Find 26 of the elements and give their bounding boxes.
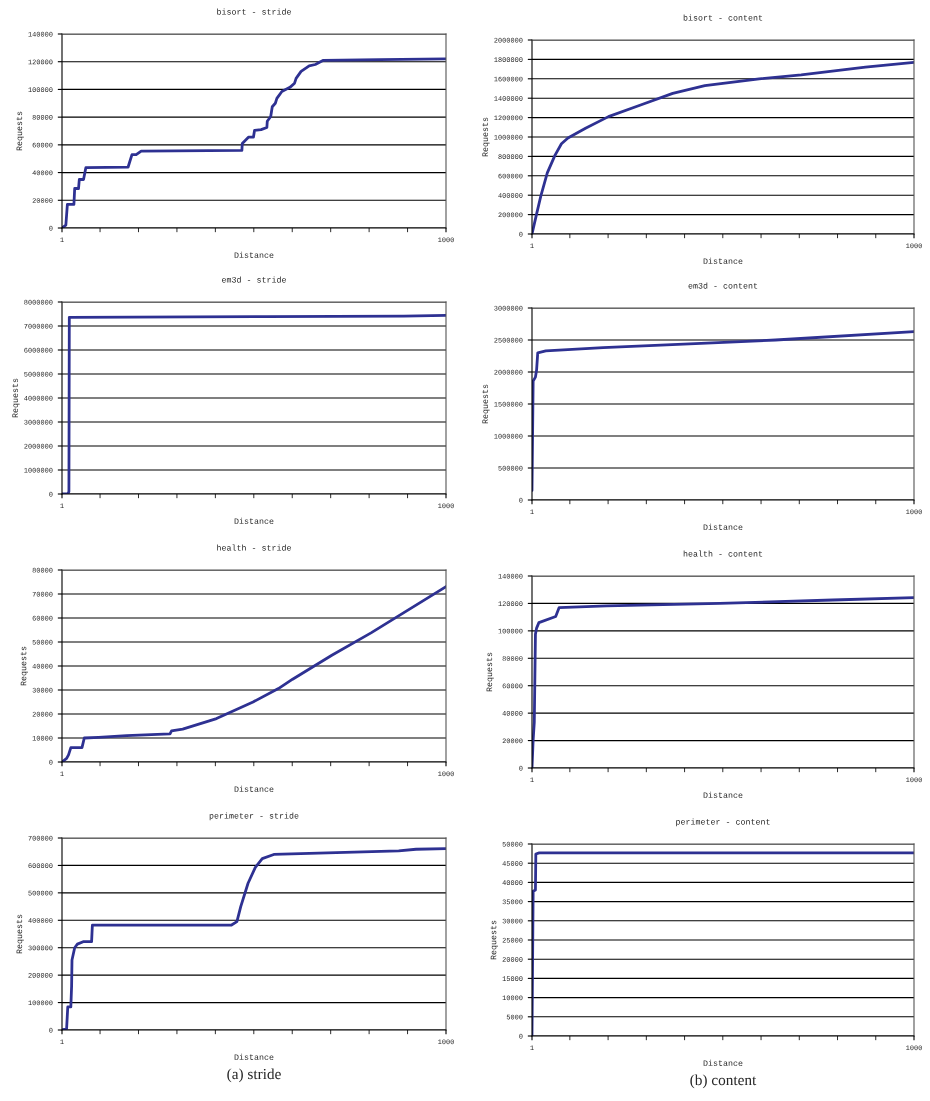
y-axis-title: Requests bbox=[12, 378, 20, 418]
x-axis-title: Distance bbox=[234, 785, 274, 792]
x-axis-title: Distance bbox=[703, 257, 743, 264]
chart-title: bisort - stride bbox=[217, 8, 291, 15]
chart-title: em3d - stride bbox=[222, 276, 286, 283]
y-axis-title: Requests bbox=[20, 646, 28, 686]
y-axis-title: Requests bbox=[16, 111, 24, 151]
chart-title: em3d - content bbox=[688, 282, 758, 289]
chart-title: bisort - content bbox=[683, 14, 763, 21]
y-axis-title: Requests bbox=[482, 384, 490, 424]
x-axis-title: Distance bbox=[703, 791, 743, 798]
x-axis-title: Distance bbox=[234, 517, 274, 524]
text: (b) content bbox=[690, 1074, 757, 1089]
chart-title: health - content bbox=[683, 550, 763, 557]
x-axis-title: Distance bbox=[234, 251, 274, 258]
chart-title: perimeter - content bbox=[676, 818, 770, 827]
y-axis-title: Requests bbox=[16, 914, 24, 954]
chart-title: perimeter - stride bbox=[209, 812, 299, 821]
chart-title: health - stride bbox=[217, 544, 291, 551]
x-axis-title: Distance bbox=[234, 1053, 274, 1060]
y-axis-title: Requests bbox=[490, 920, 498, 960]
y-axis-title: Requests bbox=[482, 117, 490, 157]
text: (a) stride bbox=[227, 1068, 281, 1083]
x-axis-title: Distance bbox=[703, 523, 743, 530]
x-axis-title: Distance bbox=[703, 1059, 743, 1066]
y-axis-title: Requests bbox=[486, 652, 494, 692]
